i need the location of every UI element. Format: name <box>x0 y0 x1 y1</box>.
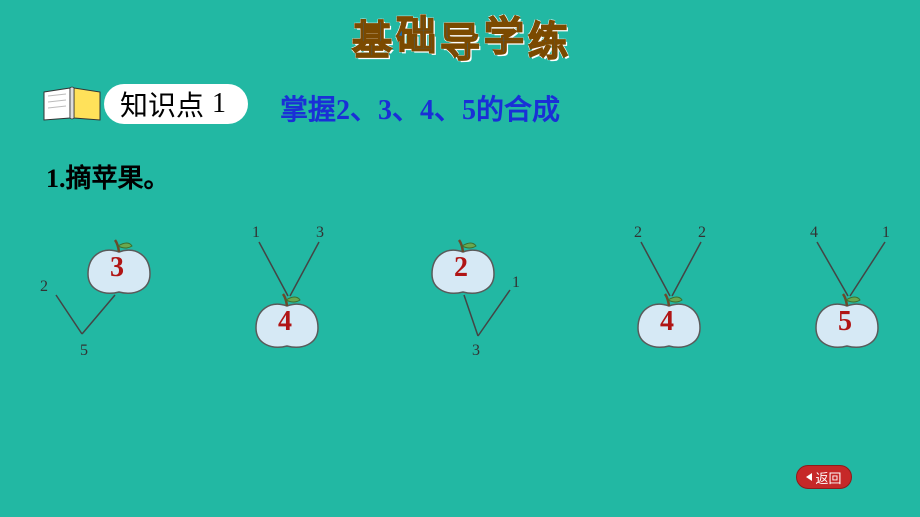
kp-description: 掌握2、3、4、5的合成 <box>280 88 560 128</box>
title-char: 学 <box>484 4 524 62</box>
answer-number: 4 <box>660 306 674 338</box>
title-char: 练 <box>528 9 568 67</box>
diagram-area: 3 2 5 4 1 3 2 1 3 4 2 2 5 4 1 <box>0 218 920 388</box>
component-number: 2 <box>40 278 48 296</box>
component-number: 1 <box>882 224 890 242</box>
back-label: 返回 <box>815 468 841 487</box>
kp-number: 1 <box>212 88 226 120</box>
title-char: 础 <box>396 3 436 61</box>
component-number: 4 <box>810 224 818 242</box>
component-number: 2 <box>698 224 706 242</box>
back-button[interactable]: 返回 <box>796 465 852 489</box>
question-text: 1.摘苹果。 <box>46 158 170 195</box>
component-number: 1 <box>512 274 520 292</box>
title-char: 导 <box>440 10 480 68</box>
answer-number: 3 <box>110 252 124 284</box>
diagram-item: 2 1 3 <box>380 218 560 388</box>
answer-number: 4 <box>278 306 292 338</box>
page-title: 基础导学练 <box>0 6 920 64</box>
diagram-item: 4 2 2 <box>580 218 760 388</box>
component-number: 3 <box>472 342 480 360</box>
kp-label: 知识点 <box>120 84 204 124</box>
book-icon <box>42 84 102 122</box>
diagram-item: 3 2 5 <box>20 218 200 388</box>
component-number: 3 <box>316 224 324 242</box>
answer-number: 5 <box>838 306 852 338</box>
diagram-item: 5 4 1 <box>760 218 920 388</box>
answer-number: 2 <box>454 252 468 284</box>
diagram-item: 4 1 3 <box>200 218 380 388</box>
component-number: 1 <box>252 224 260 242</box>
knowledge-point-pill: 知识点 1 <box>104 84 248 124</box>
component-number: 5 <box>80 342 88 360</box>
title-char: 基 <box>352 8 392 66</box>
component-number: 2 <box>634 224 642 242</box>
